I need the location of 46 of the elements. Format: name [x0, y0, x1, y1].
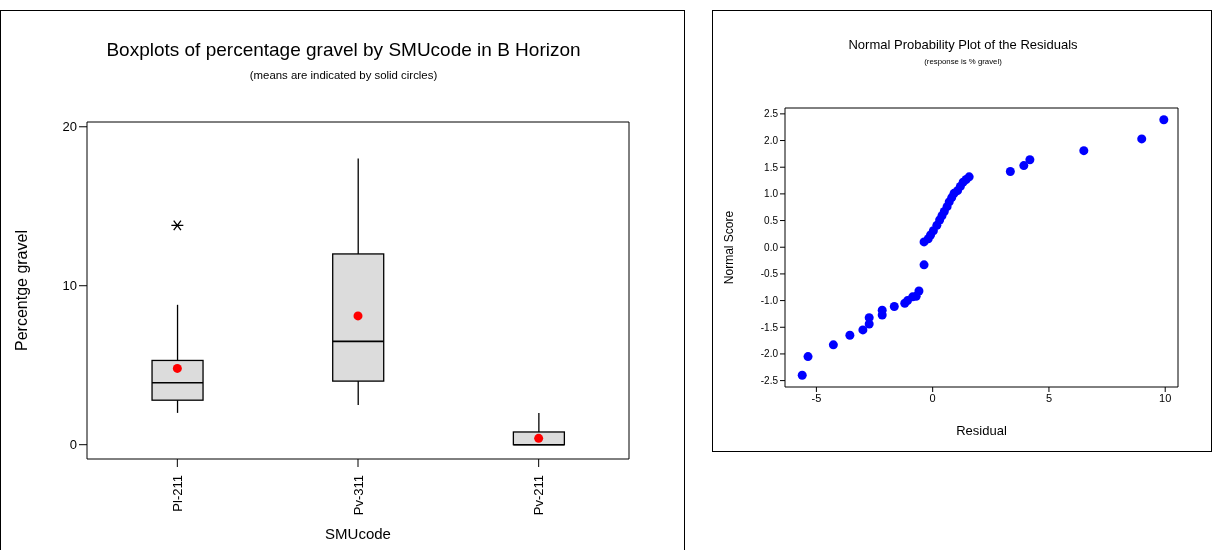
x-tick-label: Pl-211: [169, 475, 185, 512]
y-tick-label: 1.0: [764, 188, 779, 200]
x-tick-label: 5: [1045, 391, 1052, 404]
y-tick-label: 10: [62, 278, 77, 294]
y-tick-label: 0.5: [764, 215, 779, 227]
y-tick-label: -2.0: [760, 348, 779, 360]
y-tick-label: -0.5: [760, 268, 779, 280]
x-tick-label: 10: [1159, 391, 1172, 404]
point: [845, 330, 855, 340]
point: [803, 352, 813, 362]
point: [864, 319, 874, 329]
point: [919, 260, 929, 270]
y-tick-label: 2.0: [764, 135, 779, 147]
point: [1159, 115, 1169, 125]
chart-title: Boxplots of percentage gravel by SMUcode in B Horizon: [105, 39, 582, 61]
x-tick-label: Pv-311: [350, 475, 366, 516]
y-tick-label: -2.5: [760, 375, 779, 387]
point: [1137, 134, 1147, 144]
y-tick-label: 20: [62, 119, 77, 135]
y-axis-title: Normal Score: [722, 210, 737, 285]
chart-subtitle: (means are indicated by solid circles): [248, 68, 439, 81]
chart-title: Normal Probability Plot of the Residuals: [847, 37, 1079, 52]
point: [1005, 166, 1015, 176]
point: [172, 363, 182, 373]
point: [858, 325, 868, 335]
x-axis-title: Residual: [956, 423, 1007, 438]
y-tick-label: -1.0: [760, 295, 779, 307]
point: [1025, 155, 1035, 165]
x-tick-label: 0: [929, 391, 936, 404]
y-tick-label: -1.5: [760, 321, 779, 333]
point: [828, 340, 838, 350]
point: [797, 370, 807, 380]
point: [1019, 161, 1029, 171]
point: [914, 286, 924, 296]
point: [353, 311, 363, 321]
y-tick-label: 1.5: [764, 161, 779, 173]
y-tick-label: 2.5: [764, 108, 779, 120]
point: [889, 301, 899, 311]
x-tick-label: Pv-211: [531, 475, 547, 516]
y-tick-label: 0.0: [764, 241, 779, 253]
x-axis-title: SMUcode: [325, 525, 391, 542]
point: [534, 433, 544, 443]
point: [1079, 146, 1089, 156]
y-tick-label: 0: [69, 437, 77, 453]
y-axis-title: Percentge gravel: [12, 230, 30, 351]
x-tick-label: -5: [811, 391, 822, 404]
